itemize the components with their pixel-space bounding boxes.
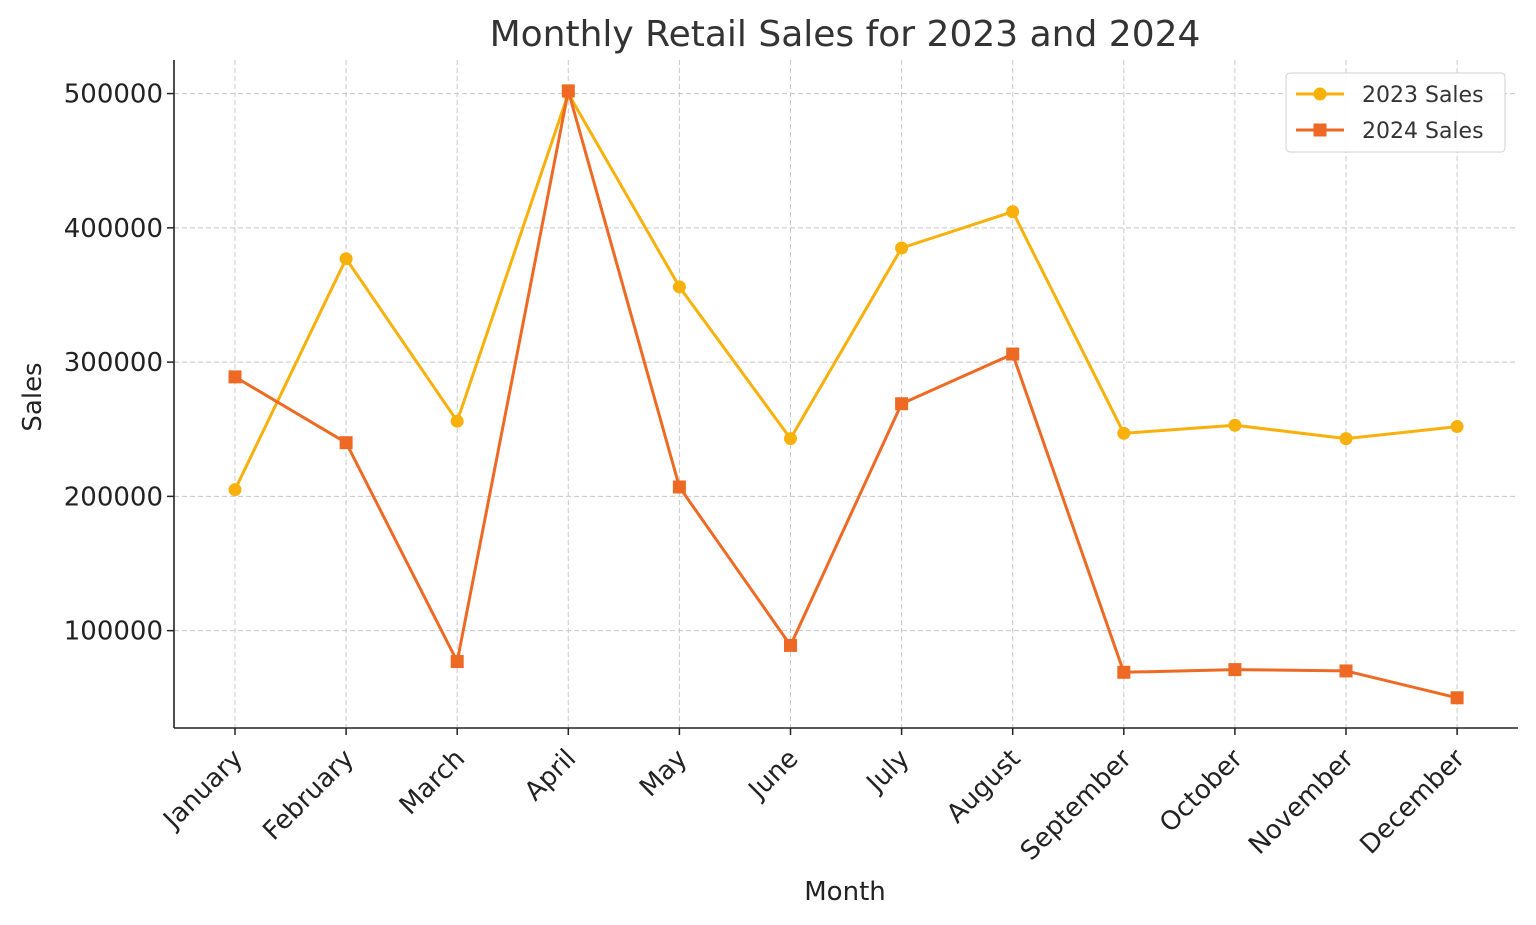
data-point-2 bbox=[1339, 664, 1353, 678]
data-point-2 bbox=[784, 638, 797, 652]
data-point-1 bbox=[1339, 432, 1353, 446]
y-tick-label: 500000 bbox=[64, 80, 163, 110]
data-point-2 bbox=[672, 480, 686, 494]
x-tick-label: August bbox=[941, 744, 1027, 830]
data-point-2 bbox=[339, 436, 353, 450]
y-tick-label: 200000 bbox=[64, 482, 163, 512]
x-tick-label: March bbox=[394, 744, 471, 821]
x-tick-label: October bbox=[1154, 744, 1249, 839]
y-tick-label: 400000 bbox=[64, 214, 163, 244]
data-point-1 bbox=[1450, 420, 1464, 434]
data-point-2 bbox=[450, 655, 464, 669]
y-axis-ticks: 100000 200000 300000 400000 500000 bbox=[64, 80, 174, 647]
data-point-1 bbox=[1117, 426, 1131, 440]
legend-label-1: 2023 Sales bbox=[1362, 83, 1484, 108]
x-tick-label: July bbox=[860, 744, 916, 800]
data-point-2 bbox=[1450, 691, 1464, 705]
x-axis-label: Month bbox=[804, 877, 886, 907]
x-tick-label: February bbox=[257, 744, 360, 847]
legend-marker-1 bbox=[1313, 87, 1327, 101]
legend-label-2: 2024 Sales bbox=[1362, 119, 1484, 144]
axes bbox=[173, 60, 1518, 729]
x-tick-label: December bbox=[1354, 744, 1471, 861]
data-point-1 bbox=[784, 432, 797, 446]
series-line-2 bbox=[234, 89, 1458, 700]
data-point-2 bbox=[1006, 347, 1020, 361]
data-point-1 bbox=[339, 252, 353, 266]
legend-marker-2 bbox=[1313, 123, 1327, 137]
x-axis-ticks: January February March April May June July Augu… bbox=[157, 728, 1471, 867]
x-tick-label: November bbox=[1243, 744, 1360, 861]
y-axis-label: Sales bbox=[18, 362, 48, 431]
series-line-1 bbox=[233, 92, 1458, 491]
data-point-1 bbox=[450, 414, 464, 428]
chart-title: Monthly Retail Sales for 2023 and 2024 bbox=[490, 14, 1201, 55]
data-point-1 bbox=[1228, 418, 1242, 432]
series-group bbox=[228, 84, 1464, 705]
data-point-2 bbox=[895, 397, 909, 411]
data-point-2 bbox=[1117, 665, 1131, 679]
y-tick-label: 300000 bbox=[64, 348, 163, 378]
x-tick-label: April bbox=[519, 744, 582, 807]
legend: 2023 Sales 2024 Sales bbox=[1285, 72, 1506, 153]
data-point-1 bbox=[672, 280, 686, 294]
y-tick-label: 100000 bbox=[64, 617, 163, 647]
x-tick-label: January bbox=[157, 744, 249, 836]
data-point-2 bbox=[228, 370, 242, 384]
data-point-1 bbox=[228, 483, 242, 497]
x-tick-label: May bbox=[634, 744, 693, 803]
data-point-2 bbox=[561, 84, 575, 98]
x-tick-label: September bbox=[1015, 744, 1138, 867]
x-tick-label: June bbox=[742, 744, 805, 807]
data-point-1 bbox=[895, 241, 909, 255]
data-point-2 bbox=[1228, 663, 1242, 677]
grid bbox=[174, 60, 1518, 728]
data-point-1 bbox=[1006, 205, 1020, 219]
